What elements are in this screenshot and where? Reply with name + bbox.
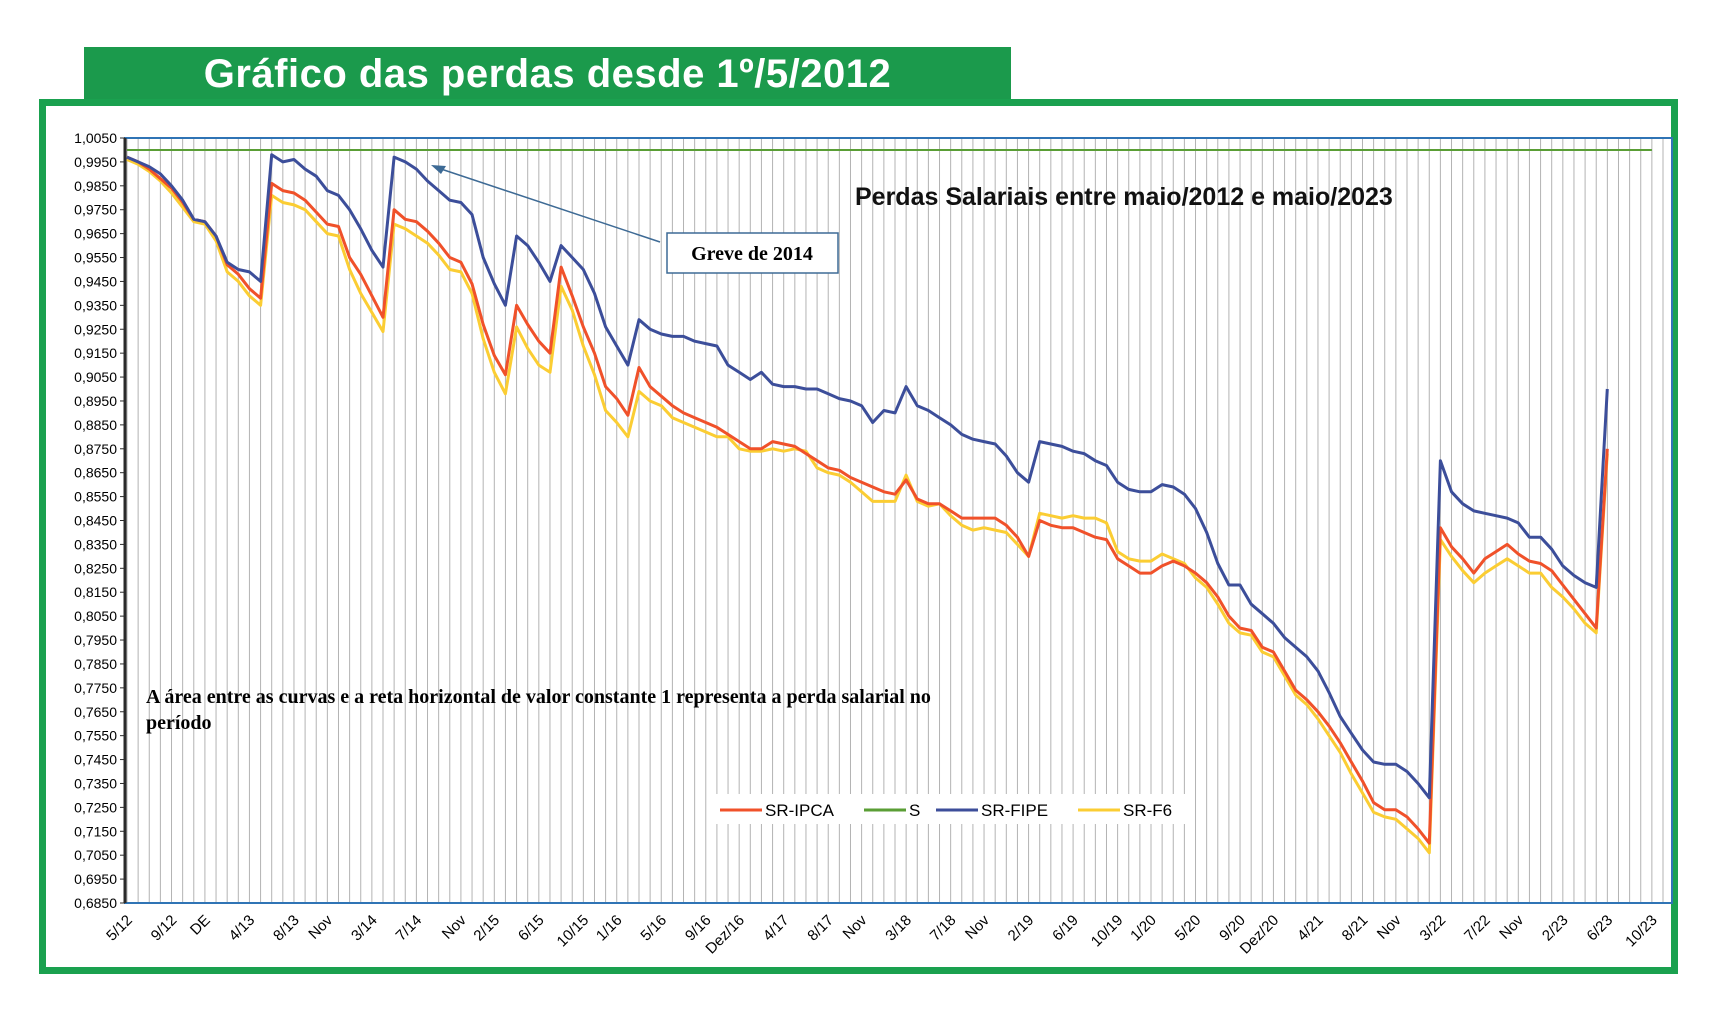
y-tick-label: 0,7550 bbox=[74, 728, 117, 744]
y-tick-label: 0,9550 bbox=[74, 250, 117, 266]
y-tick-label: 0,9150 bbox=[74, 345, 117, 361]
y-tick-label: 0,7050 bbox=[74, 847, 117, 863]
x-tick-label: 6/23 bbox=[1584, 912, 1617, 945]
x-tick-label: 4/21 bbox=[1294, 912, 1327, 945]
x-tick-label: Nov bbox=[439, 911, 470, 942]
x-tick-label: 5/16 bbox=[637, 912, 670, 945]
x-tick-label: 3/18 bbox=[882, 912, 915, 945]
x-tick-label: 1/16 bbox=[593, 912, 626, 945]
x-tick-label: 5/20 bbox=[1172, 912, 1205, 945]
y-tick-label: 0,7850 bbox=[74, 656, 117, 672]
series-line-sr-ipca bbox=[126, 155, 1609, 845]
y-tick-label: 0,8950 bbox=[74, 393, 117, 409]
y-tick-label: 0,8550 bbox=[74, 489, 117, 505]
x-tick-label: 6/19 bbox=[1049, 912, 1082, 945]
y-tick-label: 0,8450 bbox=[74, 513, 117, 529]
x-tick-label: 3/22 bbox=[1417, 912, 1450, 945]
y-tick-label: 0,8050 bbox=[74, 608, 117, 624]
x-tick-label: 10/23 bbox=[1622, 912, 1661, 951]
y-tick-label: 0,7350 bbox=[74, 775, 117, 791]
x-tick-label: 3/14 bbox=[348, 912, 381, 945]
y-tick-label: 0,6850 bbox=[74, 895, 117, 911]
legend-label-s: S bbox=[909, 801, 920, 820]
x-tick-label: 6/15 bbox=[515, 912, 548, 945]
y-tick-label: 0,9350 bbox=[74, 297, 117, 313]
y-tick-label: 0,9450 bbox=[74, 273, 117, 289]
callout-text: Greve de 2014 bbox=[691, 243, 813, 265]
x-tick-label: 2/23 bbox=[1539, 912, 1572, 945]
x-axis: 5/12 9/12 DE 4/13 8/13 Nov 3/14 7/14 Nov 2/15 6/15… bbox=[103, 911, 1661, 957]
x-tick-label: Nov bbox=[1496, 911, 1527, 942]
legend-label-sr-fipe: SR-FIPE bbox=[981, 801, 1048, 820]
series-line-sr-f6 bbox=[126, 158, 1609, 855]
chart-title: Perdas Salariais entre maio/2012 e maio/… bbox=[855, 183, 1393, 211]
annotation-callout: Greve de 2014 bbox=[431, 165, 839, 274]
y-tick-label: 0,7150 bbox=[74, 823, 117, 839]
y-tick-label: 0,9650 bbox=[74, 226, 117, 242]
x-tick-label: Nov bbox=[840, 911, 871, 942]
x-tick-label: 10/15 bbox=[554, 912, 593, 951]
x-tick-label: Nov bbox=[305, 911, 336, 942]
x-tick-label: 2/19 bbox=[1005, 912, 1038, 945]
y-axis: 1,0050 0,9950 0,9850 0,9750 0,9650 0,9550 0,94… bbox=[74, 130, 127, 911]
y-tick-label: 0,8250 bbox=[74, 560, 117, 576]
y-tick-label: 0,7450 bbox=[74, 752, 117, 768]
x-tick-label: 1/20 bbox=[1127, 912, 1160, 945]
x-tick-label: 2/15 bbox=[470, 912, 503, 945]
y-tick-label: 0,8650 bbox=[74, 465, 117, 481]
series-lines bbox=[126, 149, 1652, 855]
x-tick-label: 7/18 bbox=[927, 912, 960, 945]
y-tick-label: 0,9250 bbox=[74, 321, 117, 337]
chart-note-line1: A área entre as curvas e a reta horizont… bbox=[146, 686, 931, 708]
y-tick-label: 0,8150 bbox=[74, 584, 117, 600]
chart-legend: SR-IPCA S SR-FIPE SR-F6 bbox=[715, 794, 1185, 824]
chart-grid bbox=[125, 138, 1672, 903]
x-tick-label: 4/13 bbox=[226, 912, 259, 945]
callout-arrow-head bbox=[431, 165, 446, 174]
series-line-sr-fipe bbox=[126, 153, 1609, 800]
x-tick-label: 4/17 bbox=[760, 912, 793, 945]
callout-box bbox=[666, 232, 839, 274]
y-tick-label: 0,8750 bbox=[74, 441, 117, 457]
x-tick-label: 8/21 bbox=[1339, 912, 1372, 945]
chart-frame bbox=[39, 99, 1678, 974]
x-tick-label: 5/12 bbox=[103, 912, 136, 945]
chart-note-line2: período bbox=[146, 712, 212, 734]
y-tick-label: 0,7750 bbox=[74, 680, 117, 696]
y-tick-label: 0,7250 bbox=[74, 799, 117, 815]
y-tick-label: 0,7650 bbox=[74, 704, 117, 720]
x-tick-label: 7/14 bbox=[393, 912, 426, 945]
x-tick-label: 10/19 bbox=[1088, 912, 1127, 951]
x-tick-label: 8/17 bbox=[804, 912, 837, 945]
callout-arrow-line bbox=[437, 167, 661, 243]
legend-label-sr-ipca: SR-IPCA bbox=[765, 801, 835, 820]
y-tick-label: 0,8850 bbox=[74, 417, 117, 433]
x-tick-label: DE bbox=[187, 912, 214, 939]
x-tick-label: Nov bbox=[1374, 911, 1405, 942]
x-tick-label: Nov bbox=[962, 911, 993, 942]
y-tick-label: 0,7950 bbox=[74, 632, 117, 648]
y-tick-label: 0,6950 bbox=[74, 871, 117, 887]
y-tick-label: 1,0050 bbox=[74, 130, 117, 146]
x-tick-label: 9/12 bbox=[148, 912, 181, 945]
x-tick-label: 7/22 bbox=[1461, 912, 1494, 945]
y-tick-label: 0,9050 bbox=[74, 369, 117, 385]
header-banner: Gráfico das perdas desde 1º/5/2012 bbox=[84, 47, 1011, 101]
header-title: Gráfico das perdas desde 1º/5/2012 bbox=[203, 52, 892, 96]
y-tick-label: 0,9850 bbox=[74, 178, 117, 194]
y-tick-label: 0,9950 bbox=[74, 154, 117, 170]
legend-label-sr-f6: SR-F6 bbox=[1123, 801, 1172, 820]
x-tick-label: 8/13 bbox=[270, 912, 303, 945]
y-tick-label: 0,8350 bbox=[74, 536, 117, 552]
y-tick-label: 0,9750 bbox=[74, 202, 117, 218]
